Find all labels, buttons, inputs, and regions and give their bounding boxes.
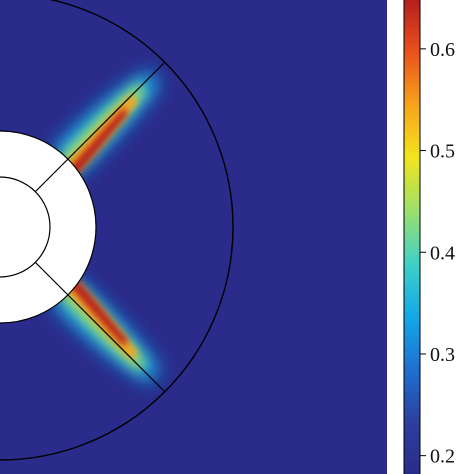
inner-core-circle (0, 176, 51, 278)
hot-zone-lower-arm (52, 276, 160, 384)
colorbar-tick-label: 0.5 (430, 141, 455, 163)
colorbar-tick-label: 0.6 (430, 39, 455, 61)
lower-divider-outer (67, 294, 166, 393)
colorbar-tick-label: 0.2 (430, 446, 455, 468)
plot-area (0, 0, 388, 474)
colorbar-gradient (403, 0, 421, 474)
colorbar: 0.2 0.3 0.4 0.5 0.6 (403, 0, 455, 474)
inner-hole-white (0, 130, 97, 324)
colorbar-ticks: 0.2 0.3 0.4 0.5 0.6 (420, 39, 455, 468)
lower-divider-inner (34, 261, 69, 296)
upper-divider-outer (67, 61, 166, 160)
lower-arm-hot-core (64, 276, 128, 346)
outer-boundary-circle (0, 0, 234, 461)
upper-divider-inner (34, 158, 69, 193)
colorbar-tick-label: 0.3 (430, 344, 455, 366)
colorbar-tick-label: 0.4 (430, 242, 455, 264)
hot-zone-upper-arm (52, 70, 160, 178)
upper-arm-hot-core (64, 108, 128, 178)
